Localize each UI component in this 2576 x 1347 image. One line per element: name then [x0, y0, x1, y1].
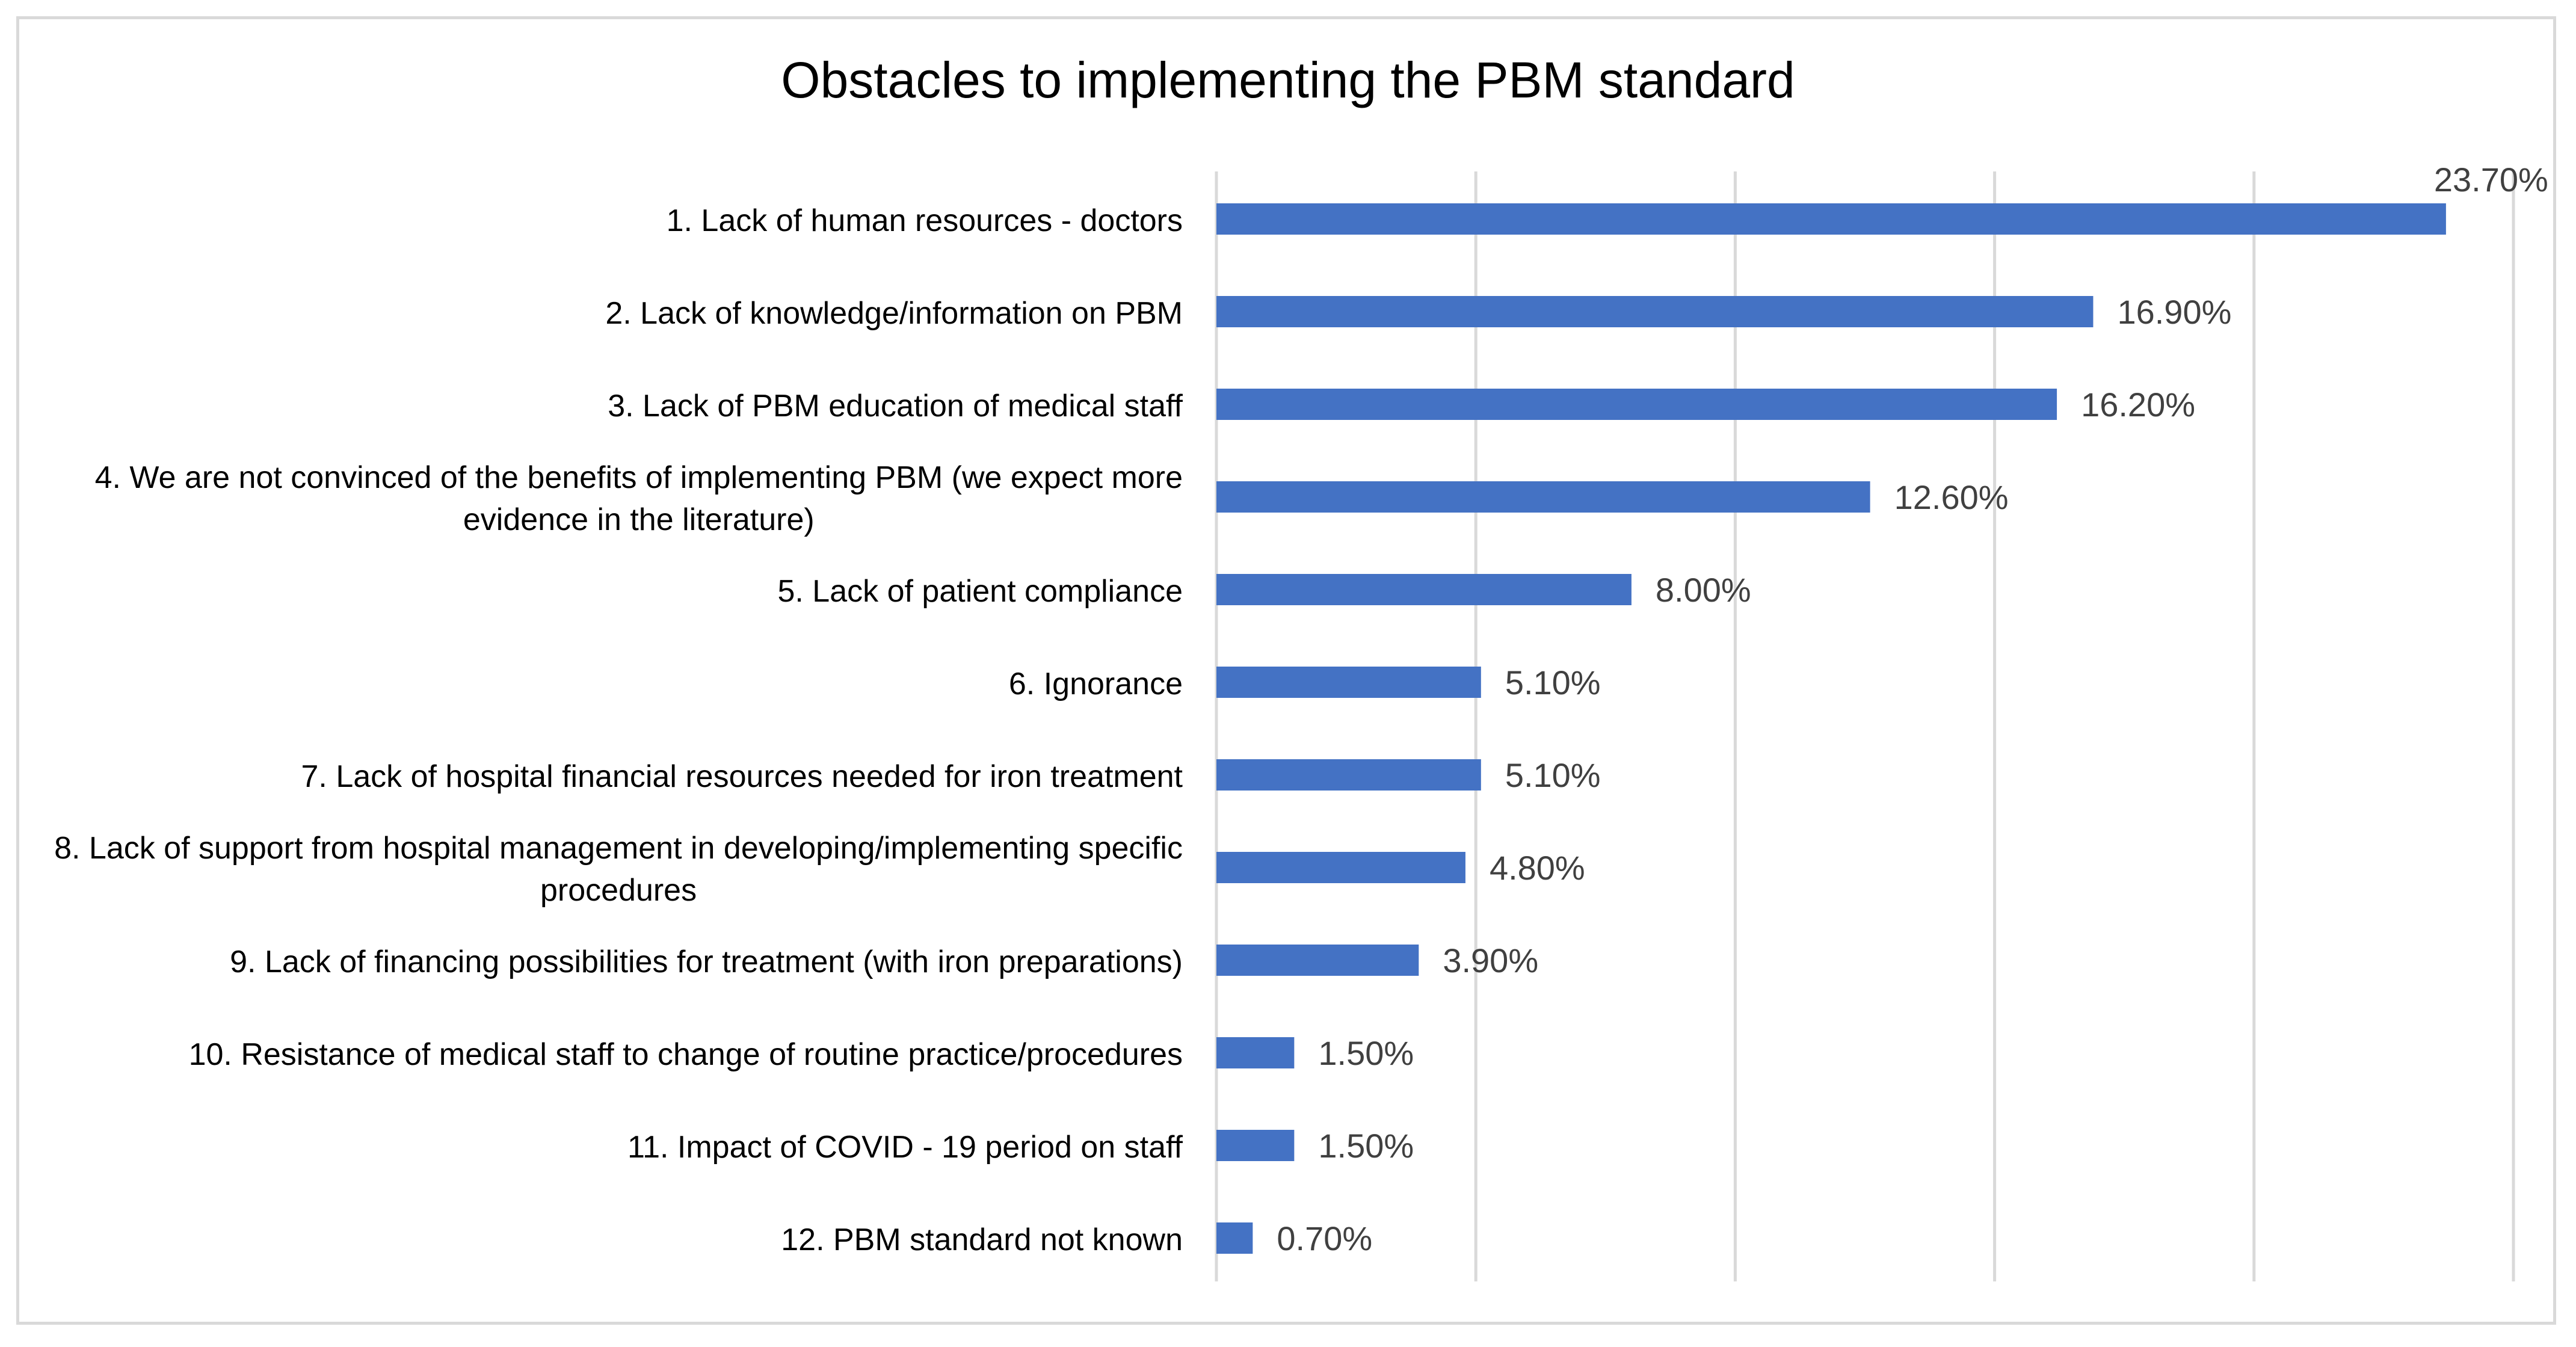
- bar: [1216, 389, 2057, 420]
- category-label: 7. Lack of hospital financial resources …: [301, 759, 1183, 794]
- category-label: 10. Resistance of medical staff to chang…: [189, 1037, 1183, 1072]
- category-label: 9. Lack of financing possibilities for t…: [230, 945, 1183, 979]
- category-label: 3. Lack of PBM education of medical staf…: [608, 389, 1183, 424]
- data-label: 12.60%: [1894, 478, 2009, 516]
- bar: [1216, 945, 1419, 976]
- bar: [1216, 296, 2094, 327]
- bar: [1216, 203, 2446, 235]
- category-label: 11. Impact of COVID - 19 period on staff: [627, 1130, 1183, 1165]
- category-label: 2. Lack of knowledge/information on PBM: [605, 296, 1183, 331]
- data-label: 16.90%: [2117, 293, 2231, 331]
- data-label: 23.70%: [2434, 161, 2548, 199]
- bar: [1216, 759, 1481, 791]
- data-labels: 23.70% 16.90% 16.20% 12.60% 8.00% 5.10% 5.10% 4…: [1277, 161, 2548, 1257]
- data-label: 5.10%: [1505, 664, 1601, 701]
- category-label: 4. We are not convinced of the benefits …: [95, 460, 1183, 537]
- data-label: 5.10%: [1505, 756, 1601, 794]
- category-label: 1. Lack of human resources - doctors: [667, 203, 1183, 238]
- data-label: 16.20%: [2081, 386, 2195, 424]
- category-label: 6. Ignorance: [1009, 667, 1183, 701]
- bar: [1216, 1037, 1295, 1068]
- category-label: 5. Lack of patient compliance: [777, 574, 1183, 609]
- bar: [1216, 1130, 1295, 1161]
- data-label: 0.70%: [1277, 1219, 1372, 1257]
- data-label: 4.80%: [1490, 849, 1585, 887]
- bar: [1216, 852, 1465, 883]
- data-label: 3.90%: [1443, 942, 1538, 979]
- category-label: 12. PBM standard not known: [781, 1222, 1183, 1257]
- bar: [1216, 574, 1632, 605]
- bar: [1216, 481, 1870, 513]
- gridlines: [1215, 171, 2515, 1281]
- bar: [1216, 667, 1481, 698]
- bar: [1216, 1222, 1253, 1254]
- category-labels: 1. Lack of human resources - doctors 2. L…: [54, 203, 1183, 1257]
- data-label: 8.00%: [1656, 571, 1751, 609]
- chart-title: Obstacles to implementing the PBM standa…: [781, 52, 1795, 108]
- data-label: 1.50%: [1318, 1127, 1414, 1165]
- data-label: 1.50%: [1318, 1034, 1414, 1072]
- category-label: 8. Lack of support from hospital managem…: [54, 831, 1183, 908]
- bars: [1216, 203, 2446, 1254]
